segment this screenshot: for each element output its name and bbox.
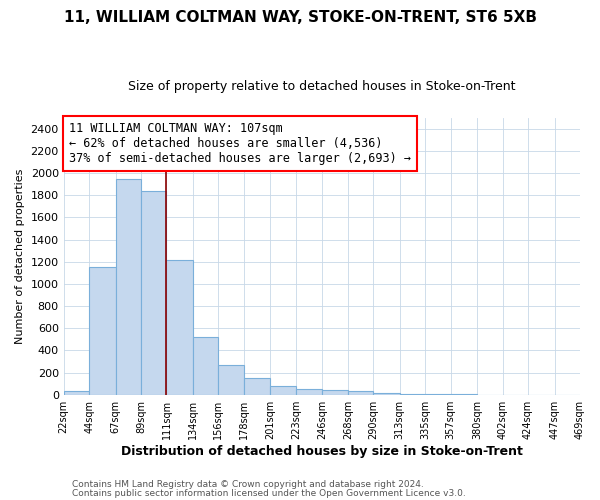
Bar	[218, 366, 244, 394]
Title: Size of property relative to detached houses in Stoke-on-Trent: Size of property relative to detached ho…	[128, 80, 515, 93]
Bar	[89, 268, 116, 394]
Bar	[244, 378, 271, 394]
Text: Contains HM Land Registry data © Crown copyright and database right 2024.: Contains HM Land Registry data © Crown c…	[72, 480, 424, 489]
Bar	[64, 392, 89, 394]
Bar	[116, 178, 141, 394]
Text: Contains public sector information licensed under the Open Government Licence v3: Contains public sector information licen…	[72, 488, 466, 498]
Bar	[141, 191, 166, 394]
Y-axis label: Number of detached properties: Number of detached properties	[15, 168, 25, 344]
Bar	[296, 389, 322, 394]
Text: 11, WILLIAM COLTMAN WAY, STOKE-ON-TRENT, ST6 5XB: 11, WILLIAM COLTMAN WAY, STOKE-ON-TRENT,…	[64, 10, 536, 25]
Bar	[271, 386, 296, 394]
X-axis label: Distribution of detached houses by size in Stoke-on-Trent: Distribution of detached houses by size …	[121, 444, 523, 458]
Bar	[166, 260, 193, 394]
Bar	[322, 390, 348, 394]
Text: 11 WILLIAM COLTMAN WAY: 107sqm
← 62% of detached houses are smaller (4,536)
37% : 11 WILLIAM COLTMAN WAY: 107sqm ← 62% of …	[69, 122, 411, 165]
Bar	[348, 391, 373, 394]
Bar	[193, 337, 218, 394]
